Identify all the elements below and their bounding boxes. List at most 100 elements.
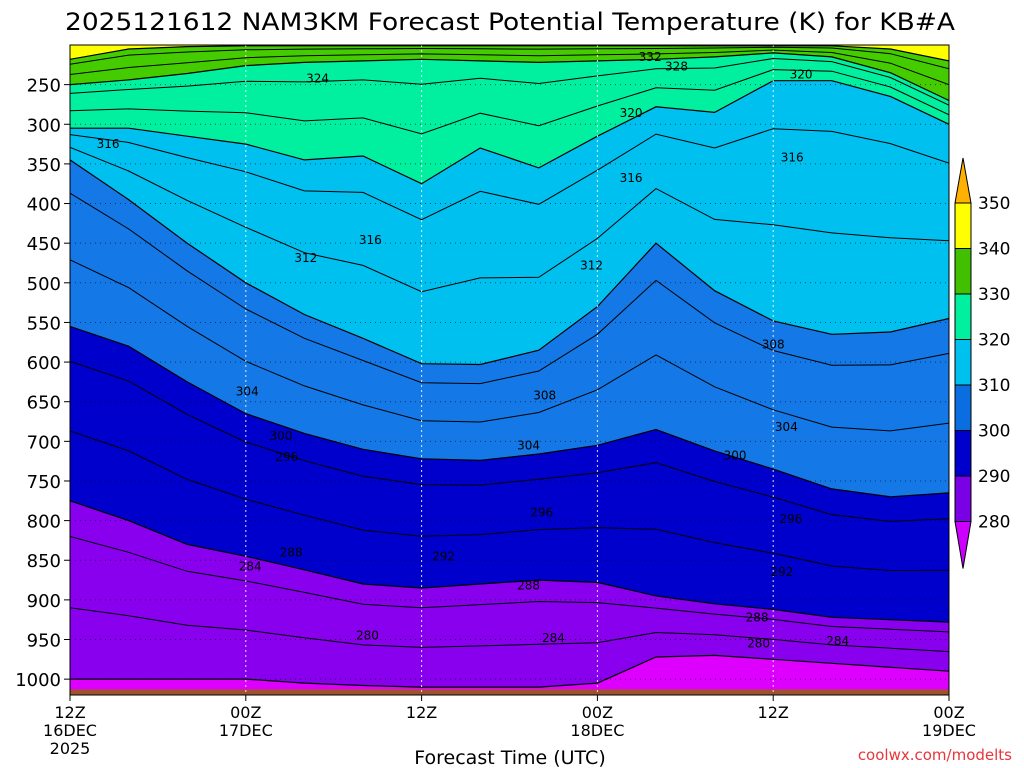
contour-lines — [70, 45, 949, 688]
x-tick-label-1: 00Z — [230, 703, 261, 722]
contour-label-21: 292 — [432, 549, 455, 563]
contour-label-5: 316 — [97, 137, 120, 151]
x-tick-label-5: 00Z — [933, 703, 964, 722]
contour-label-3: 320 — [790, 67, 813, 81]
band-280-290 — [70, 500, 949, 695]
contour-label-25: 288 — [746, 610, 769, 624]
y-axis: 250 300 350 400 450 500 550 600 650 700 750 800 850 9… — [15, 76, 70, 691]
y-tick-label-950: 950 — [27, 631, 61, 652]
contour-label-text: 296 — [275, 450, 298, 464]
contour-label-4: 320 — [620, 106, 643, 120]
contour-label-text: 288 — [517, 579, 540, 593]
contour-theta-340 — [70, 45, 949, 62]
contour-label-26: 284 — [239, 560, 262, 574]
contour-label-text: 312 — [580, 258, 603, 272]
contour-label-text: 316 — [620, 171, 643, 185]
band-below-280 — [70, 655, 949, 695]
colorbar-label-350: 350 — [978, 194, 1010, 214]
colorbar-label-300: 300 — [978, 422, 1010, 442]
contour-label-20: 296 — [779, 512, 802, 526]
contour-label-text: 296 — [530, 506, 553, 520]
colorbar: 280 290 300 310 320 330 340 350 — [954, 157, 1010, 569]
contour-label-14: 304 — [775, 420, 798, 434]
colorbar-label-290: 290 — [978, 467, 1010, 487]
contour-theta-330-plus-2 — [70, 46, 949, 70]
contour-theta-290-plus-2 — [70, 360, 949, 522]
contour-label-text: 304 — [775, 420, 798, 434]
y-tick-label-400: 400 — [27, 195, 61, 216]
colorbar-label-320: 320 — [978, 331, 1010, 351]
colorbar-label-310: 310 — [978, 376, 1010, 396]
contour-label-19: 296 — [530, 506, 553, 520]
contour-theta-280-plus-2 — [70, 536, 949, 633]
contour-label-16: 300 — [270, 429, 293, 443]
contour-label-10: 312 — [580, 258, 603, 272]
contour-label-11: 308 — [762, 338, 785, 352]
contour-label-24: 288 — [517, 579, 540, 593]
contour-label-text: 316 — [97, 137, 120, 151]
contour-label-text: 316 — [781, 151, 804, 165]
contour-label-text: 312 — [294, 251, 317, 265]
colorbar-seg-3 — [954, 339, 972, 386]
contour-label-9: 312 — [294, 251, 317, 265]
colorbar-seg-4 — [954, 384, 972, 431]
colorbar-seg-2 — [954, 293, 972, 340]
x-tick-date-3: 18DEC — [570, 721, 624, 740]
contour-label-text: 304 — [517, 438, 540, 452]
contour-label-text: 296 — [779, 512, 802, 526]
contour-label-text: 280 — [747, 636, 770, 650]
y-tick-label-650: 650 — [27, 393, 61, 414]
x-tick-date-5: 19DEC — [922, 721, 976, 740]
contour-theta-290 — [70, 500, 949, 623]
contour-label-29: 280 — [356, 629, 379, 643]
contour-theta-330 — [70, 52, 949, 102]
x-tick-label-3: 00Z — [582, 703, 613, 722]
x-tick-label-2: 12Z — [406, 703, 437, 722]
plot-frame — [69, 44, 950, 696]
contour-theta-330-plus-1 — [70, 49, 949, 86]
y-tick-label-900: 900 — [27, 591, 61, 612]
y-tick-label-850: 850 — [27, 551, 61, 572]
contour-label-text: 284 — [239, 560, 262, 574]
y-tick-label-450: 450 — [27, 234, 61, 255]
ground-strip — [70, 689, 949, 695]
contour-label-2: 324 — [306, 71, 329, 85]
contour-label-7: 316 — [620, 171, 643, 185]
contour-label-text: 320 — [790, 67, 813, 81]
x-tick-label-0: 12Z — [54, 703, 85, 722]
contour-label-text: 292 — [432, 549, 455, 563]
contour-label-23: 288 — [280, 545, 303, 559]
x-tick-year-0: 2025 — [50, 739, 91, 758]
contour-label-text: 280 — [356, 629, 379, 643]
contour-label-text: 300 — [270, 429, 293, 443]
contour-label-text: 288 — [746, 610, 769, 624]
contour-theta-320 — [70, 80, 949, 185]
contour-theta-300-plus-1 — [70, 259, 949, 432]
y-tick-label-300: 300 — [27, 115, 61, 136]
contour-theta-310-plus-1 — [70, 146, 949, 293]
plot-area — [70, 45, 949, 695]
contour-theta-280 — [70, 654, 949, 688]
contour-label-27: 284 — [542, 631, 565, 645]
y-tick-label-500: 500 — [27, 274, 61, 295]
contour-label-6: 316 — [781, 151, 804, 165]
colorbar-seg-6 — [954, 475, 972, 522]
contour-label-28: 284 — [826, 634, 849, 648]
colorbar-seg-0 — [954, 202, 972, 249]
colorbar-label-280: 280 — [978, 513, 1010, 533]
contour-label-13: 304 — [236, 384, 259, 398]
contour-label-8: 316 — [359, 233, 382, 247]
credit-text[interactable]: coolwx.com/modelts — [858, 746, 1012, 764]
contour-theta-320-plus-2 — [70, 57, 949, 106]
grid-lines — [70, 45, 949, 695]
y-tick-label-250: 250 — [27, 76, 61, 97]
y-tick-label-800: 800 — [27, 512, 61, 533]
contour-theta-290-plus-1 — [70, 430, 949, 572]
contour-label-text: 304 — [236, 384, 259, 398]
y-tick-label-550: 550 — [27, 313, 61, 334]
x-tick-date-0: 16DEC — [43, 721, 97, 740]
contour-label-1: 328 — [665, 59, 688, 73]
